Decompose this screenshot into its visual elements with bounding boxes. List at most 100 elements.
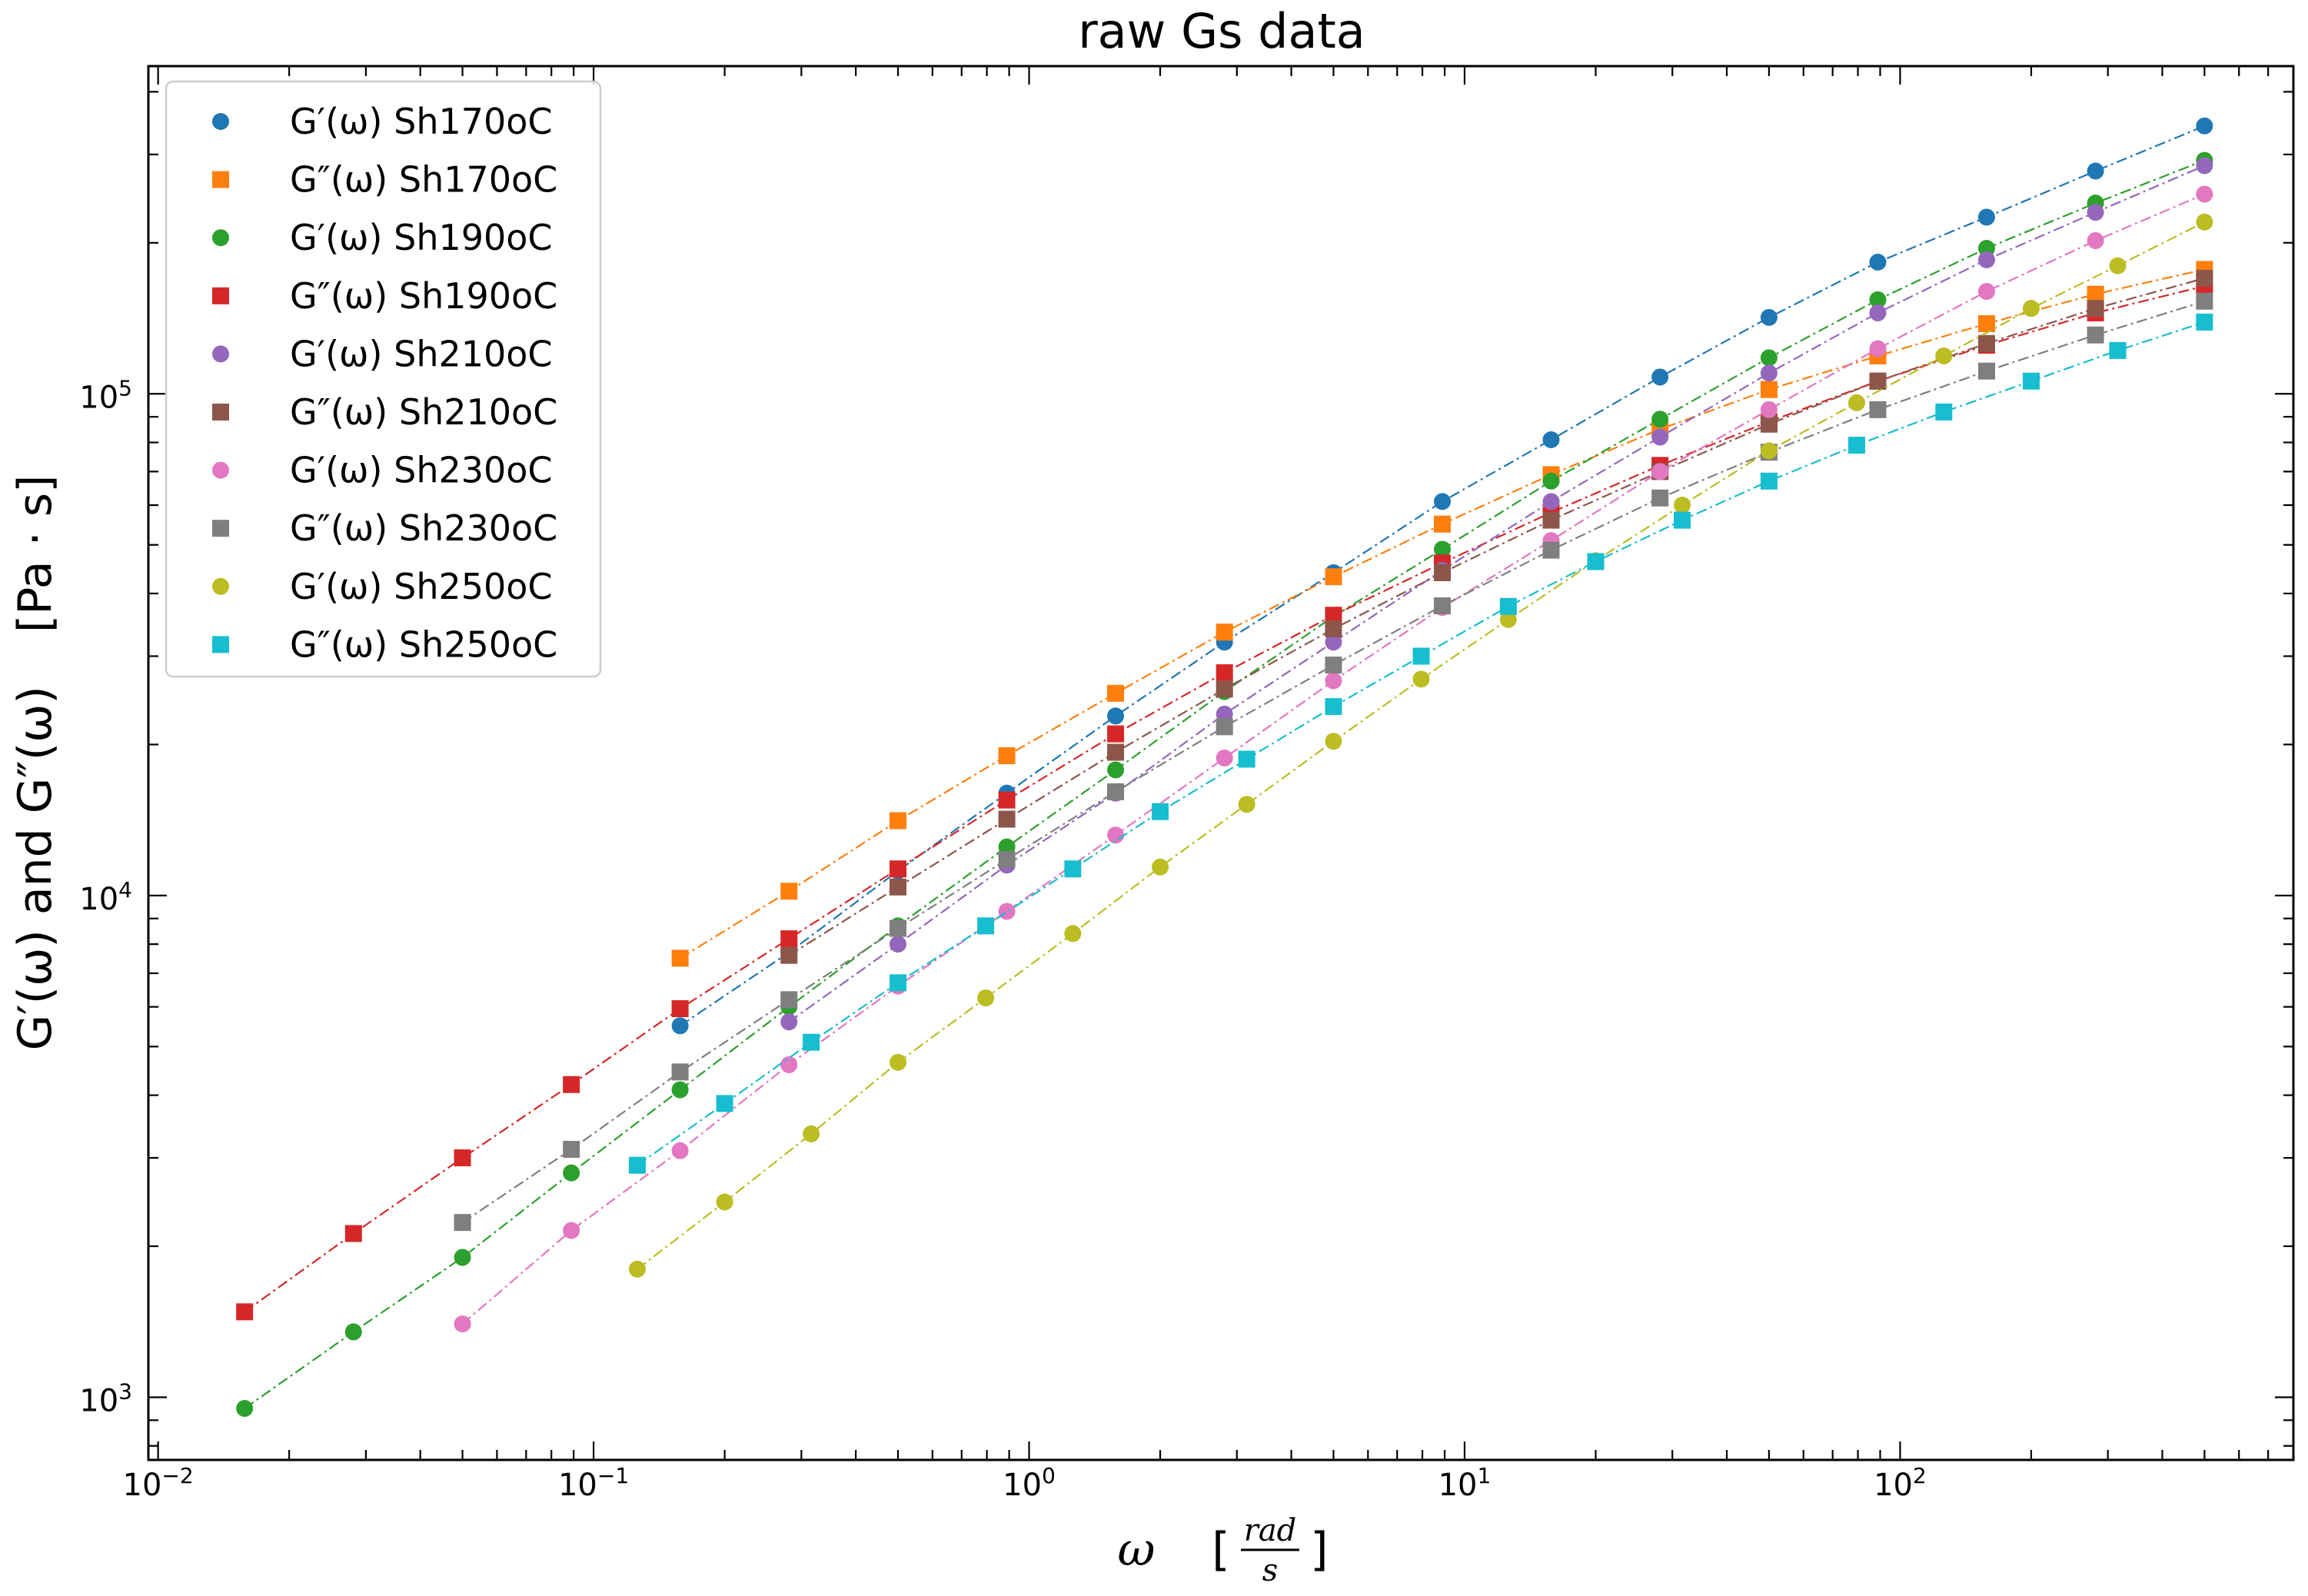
y-tick-label: 103 <box>79 1378 132 1418</box>
data-point <box>1434 564 1452 581</box>
data-point <box>1412 670 1430 688</box>
series-2 <box>671 261 2213 967</box>
x-tick-label: 10−1 <box>558 1463 629 1503</box>
x-tick-label: 102 <box>1874 1463 1927 1503</box>
data-point <box>998 850 1016 868</box>
data-point <box>780 1013 798 1031</box>
data-point <box>1434 515 1452 533</box>
legend-marker <box>212 345 229 363</box>
data-point <box>2087 285 2104 303</box>
legend-item: G″(ω) Sh170oC <box>212 159 557 201</box>
data-point <box>780 1056 798 1073</box>
data-point <box>1499 610 1517 628</box>
data-point <box>2022 372 2040 390</box>
data-point <box>2022 300 2040 318</box>
data-point <box>671 1000 689 1018</box>
data-point <box>1325 620 1342 638</box>
data-point <box>2196 157 2213 175</box>
x-axis-ticks <box>157 66 2295 1460</box>
legend-label: G″(ω) Sh210oC <box>290 391 557 433</box>
series-line <box>637 221 2205 1270</box>
legend-item: G″(ω) Sh250oC <box>212 623 557 665</box>
series-line <box>788 165 2205 1023</box>
data-point <box>890 812 907 830</box>
legend-item: G′(ω) Sh230oC <box>212 450 553 491</box>
data-point <box>716 1095 733 1112</box>
data-point <box>1869 304 1887 321</box>
data-point <box>1325 733 1342 750</box>
legend-item: G′(ω) Sh170oC <box>212 101 553 142</box>
data-point <box>1064 925 1082 943</box>
series-5 <box>780 157 2213 1031</box>
svg-text:G′(ω) and G″(ω) [Pa · s]: G′(ω) and G″(ω) [Pa · s] <box>8 475 62 1051</box>
data-point <box>716 1193 733 1211</box>
data-point <box>890 860 907 878</box>
series-6 <box>780 269 2213 964</box>
data-point <box>344 1225 362 1242</box>
data-point <box>1977 334 1995 352</box>
legend-marker <box>212 404 229 421</box>
legend-marker <box>212 577 229 595</box>
legend-label: G′(ω) Sh210oC <box>290 333 553 374</box>
legend-marker <box>212 520 229 537</box>
data-point <box>2087 162 2104 180</box>
data-point <box>1542 493 1560 510</box>
data-point <box>2087 204 2104 221</box>
y-tick-label: 104 <box>79 877 132 917</box>
data-point <box>1848 437 1866 454</box>
data-point <box>1935 347 1953 364</box>
legend-label: G′(ω) Sh230oC <box>290 450 553 491</box>
data-point <box>1760 415 1778 433</box>
chart-title: raw Gs data <box>1078 3 1365 59</box>
data-point <box>454 1214 471 1232</box>
data-point <box>1107 707 1125 725</box>
data-point <box>2196 313 2213 331</box>
data-point <box>2087 232 2104 250</box>
legend-label: G″(ω) Sh250oC <box>290 623 557 665</box>
data-point <box>628 1260 646 1278</box>
data-point <box>563 1222 580 1239</box>
legend-marker <box>212 461 229 479</box>
data-point <box>1651 411 1669 428</box>
data-point <box>1216 623 1233 641</box>
legend-box <box>165 80 602 678</box>
data-point <box>1651 489 1669 507</box>
data-point <box>1107 684 1125 702</box>
x-axis-unit-num: rad <box>1244 1513 1297 1548</box>
data-point <box>1869 401 1887 418</box>
data-point <box>563 1164 580 1182</box>
legend-item: G″(ω) Sh190oC <box>212 275 557 317</box>
data-point <box>454 1149 471 1167</box>
data-point <box>236 1400 254 1418</box>
data-point <box>1107 743 1125 761</box>
x-tick-label: 10−2 <box>123 1463 194 1503</box>
data-point <box>998 746 1016 764</box>
data-point <box>2087 300 2104 318</box>
legend-marker <box>212 229 229 247</box>
data-point <box>2087 326 2104 344</box>
data-point <box>890 1053 907 1071</box>
data-point <box>2196 213 2213 231</box>
data-point <box>1325 657 1342 674</box>
x-axis-bracket-left: [ <box>1212 1523 1229 1577</box>
legend-label: G″(ω) Sh230oC <box>290 507 557 549</box>
data-point <box>1434 493 1452 510</box>
data-point <box>890 936 907 953</box>
series-8 <box>454 292 2213 1232</box>
data-point <box>2196 292 2213 310</box>
y-axis-label-unit: [Pa · s] <box>8 475 62 633</box>
data-point <box>1977 283 1995 301</box>
data-point <box>1651 428 1669 446</box>
data-point <box>1869 340 1887 357</box>
legend-item: G′(ω) Sh210oC <box>212 333 553 374</box>
data-point <box>1674 511 1691 529</box>
x-tick-label: 100 <box>1003 1463 1056 1503</box>
y-tick-label: 105 <box>79 375 132 415</box>
data-point <box>236 1303 254 1321</box>
series-9 <box>628 213 2213 1278</box>
data-point <box>998 903 1016 920</box>
data-point <box>1542 541 1560 559</box>
data-point <box>1216 718 1233 736</box>
data-point <box>1848 394 1866 411</box>
